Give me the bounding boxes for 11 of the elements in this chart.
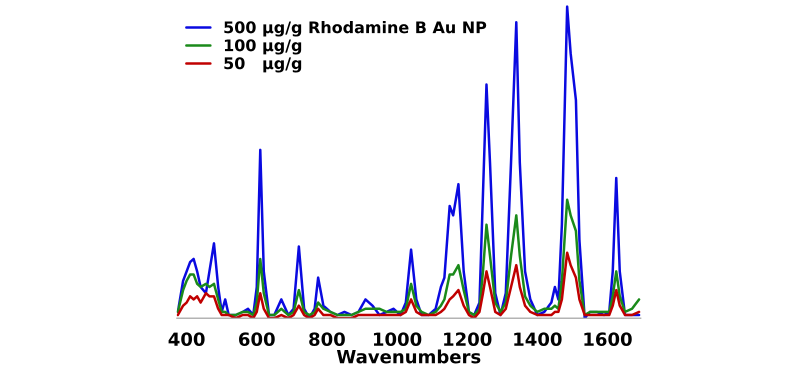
legend-label: 500 µg/g Rhodamine B Au NP [224, 20, 486, 37]
x-tick-label: 600 [239, 332, 275, 346]
legend-label: 50 µg/g [224, 57, 302, 73]
x-tick-label: 1000 [374, 332, 422, 346]
x-tick-label: 400 [168, 332, 205, 346]
x-axis-title: Wavenumbers [336, 350, 480, 364]
x-tick-label: 800 [309, 332, 345, 346]
x-tick-label: 1200 [444, 332, 492, 346]
x-tick-label: 1600 [584, 332, 632, 346]
x-tick-label: 1400 [514, 332, 562, 346]
legend-label: 100 µg/g [224, 39, 302, 55]
